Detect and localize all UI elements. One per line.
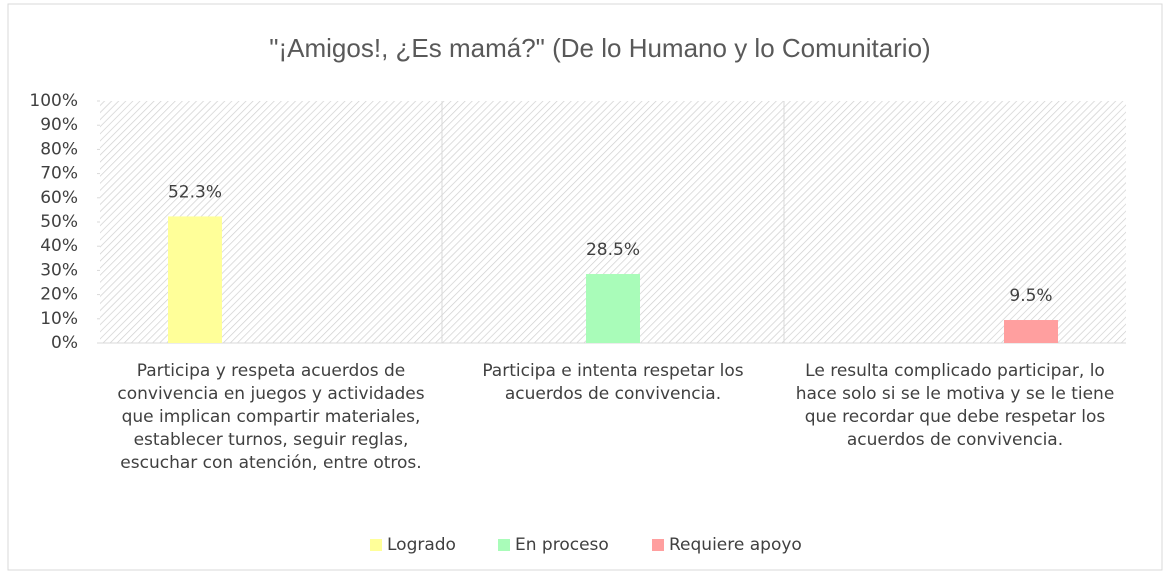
data-label: 28.5%: [586, 240, 640, 260]
y-tick-label: 20%: [40, 285, 78, 305]
y-tick-label: 90%: [40, 115, 78, 135]
y-tick-label: 10%: [40, 309, 78, 329]
y-tick-label: 60%: [40, 188, 78, 208]
y-tick-label: 100%: [29, 91, 78, 111]
y-tick-label: 50%: [40, 212, 78, 232]
x-tick-label: Participa y respeta acuerdos de conviven…: [117, 361, 425, 473]
y-tick-label: 80%: [40, 139, 78, 159]
data-label: 52.3%: [168, 182, 222, 202]
x-tick-label: Le resulta complicado participar, lo hac…: [795, 361, 1115, 450]
x-tick-label: Participa e intenta respetar los acuerdo…: [482, 361, 744, 404]
chart-title: "¡Amigos!, ¿Es mamá?" (De lo Humano y lo…: [269, 33, 930, 63]
legend-label: Logrado: [387, 535, 456, 555]
legend-swatch: [370, 539, 382, 551]
legend-swatch: [498, 539, 510, 551]
y-tick-label: 30%: [40, 260, 78, 280]
legend-swatch: [652, 539, 664, 551]
bar: [168, 216, 222, 343]
y-tick-label: 40%: [40, 236, 78, 256]
y-tick-label: 70%: [40, 164, 78, 184]
legend-label: Requiere apoyo: [669, 535, 802, 555]
legend-label: En proceso: [515, 535, 609, 555]
data-label: 9.5%: [1009, 286, 1052, 306]
bar: [586, 274, 640, 343]
y-tick-label: 0%: [51, 333, 78, 353]
bar: [1004, 320, 1058, 343]
